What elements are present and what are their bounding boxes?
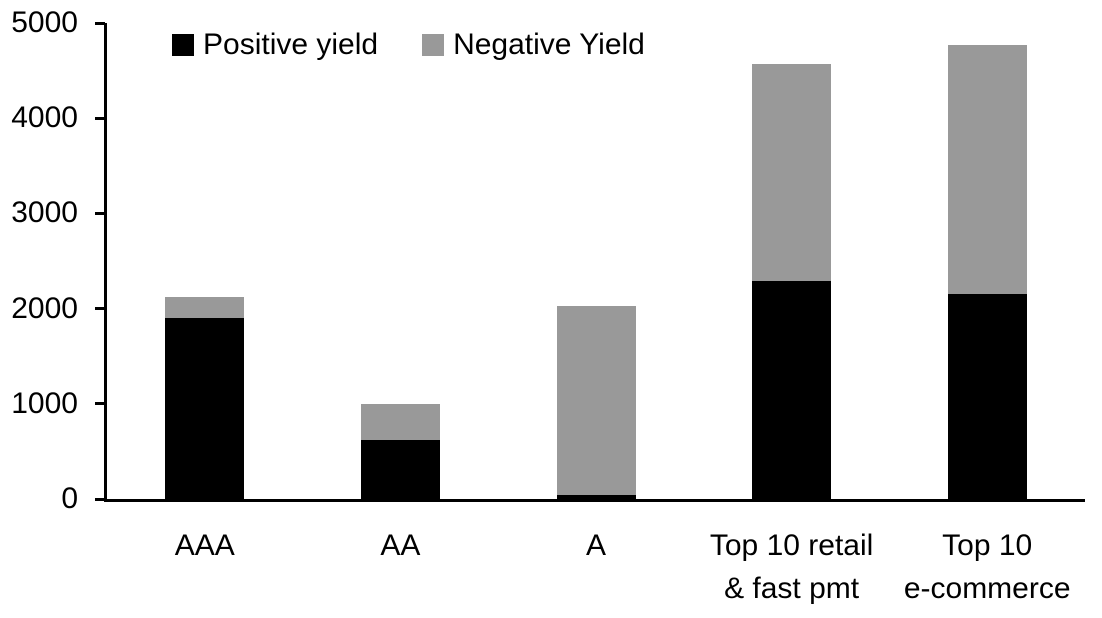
stacked-bar: [165, 296, 245, 499]
legend-swatch-negative-icon: [422, 34, 445, 56]
legend-item-positive: Positive yield: [172, 29, 378, 61]
legend-label-positive: Positive yield: [203, 28, 379, 61]
y-axis-tick: [95, 211, 105, 215]
bar-segment-positive: [947, 294, 1027, 499]
y-axis-tick-label: 3000: [11, 196, 78, 230]
bar-segment-positive: [752, 281, 832, 499]
plot-area: [104, 23, 1085, 502]
x-axis-label: AAA: [174, 529, 235, 562]
bar-segment-positive: [165, 318, 245, 499]
y-axis-tick: [95, 402, 105, 406]
bar-segment-positive: [360, 439, 440, 499]
y-axis-tick: [95, 497, 105, 501]
x-axis-label: Top 10 retail & fast pmt: [709, 529, 874, 605]
y-axis-tick-label: 4000: [11, 101, 78, 135]
y-axis-tick-label: 0: [61, 482, 78, 515]
stacked-bar: [752, 63, 832, 499]
bar-segment-negative: [360, 403, 440, 440]
legend-label-negative: Negative Yield: [453, 28, 645, 61]
bar-segment-negative: [752, 63, 832, 282]
x-axis-label: Top 10 e-commerce: [903, 529, 1071, 605]
legend-swatch-positive-icon: [172, 34, 194, 56]
stacked-bar: [360, 403, 440, 499]
y-axis-tick-label: 1000: [11, 386, 78, 420]
stacked-bar: [947, 44, 1027, 499]
y-axis-tick-label: 5000: [11, 6, 78, 39]
bar-segment-negative: [947, 44, 1027, 295]
stacked-bar: [556, 306, 636, 499]
chart-legend: Positive yield Negative Yield: [172, 29, 645, 61]
bar-segment-positive: [556, 495, 636, 499]
y-axis-tick-label: 2000: [11, 291, 78, 325]
y-axis-tick: [95, 116, 105, 120]
x-axis-label: AA: [380, 529, 421, 562]
y-axis-tick: [95, 21, 105, 25]
y-axis-tick: [95, 307, 105, 311]
bar-segment-negative: [556, 306, 636, 496]
x-axis-label: A: [585, 529, 606, 562]
bar-segment-negative: [165, 296, 245, 319]
legend-item-negative: Negative Yield: [422, 29, 645, 61]
